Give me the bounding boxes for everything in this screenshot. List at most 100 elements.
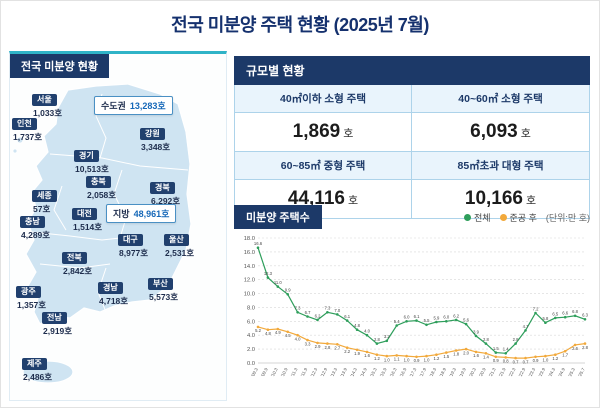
region-chip: 경북 xyxy=(150,182,175,195)
map-region-ulsan: 울산 2,531호 xyxy=(164,234,194,259)
svg-text:5.6: 5.6 xyxy=(463,318,469,323)
size-cell-value: 10,166 호 xyxy=(412,180,589,218)
svg-text:'23.9: '23.9 xyxy=(537,367,546,378)
map-region-gwangju: 광주 1,357호 xyxy=(16,286,46,311)
size-cell-label: 60~85㎡ 중형 주택 xyxy=(235,152,412,180)
svg-text:6.0: 6.0 xyxy=(247,319,255,325)
svg-text:2.9: 2.9 xyxy=(315,344,321,349)
svg-text:'15.3: '15.3 xyxy=(369,367,378,378)
svg-text:14.0: 14.0 xyxy=(244,264,255,270)
legend-item: 전체 xyxy=(463,211,491,224)
svg-text:'09.9: '09.9 xyxy=(260,367,269,378)
svg-text:1.7: 1.7 xyxy=(562,352,568,357)
province-border xyxy=(31,231,121,241)
svg-text:'20.3: '20.3 xyxy=(468,367,477,378)
svg-text:'24.3: '24.3 xyxy=(547,367,556,378)
region-chip: 제주 xyxy=(22,358,47,371)
legend-dot xyxy=(463,213,471,221)
region-chip: 충남 xyxy=(20,216,45,229)
svg-text:'14.9: '14.9 xyxy=(359,367,368,378)
map-region-jeonnam: 전남 2,919호 xyxy=(42,312,72,337)
legend-items: 전체 준공 후 xyxy=(463,211,537,224)
region-value: 10,513호 xyxy=(75,164,109,175)
metro-total-label: 수도권 xyxy=(101,101,126,111)
svg-text:0.7: 0.7 xyxy=(523,359,529,364)
svg-text:0.9: 0.9 xyxy=(414,358,420,363)
size-value-number: 44,116 xyxy=(287,188,345,209)
svg-text:4.0: 4.0 xyxy=(364,329,370,334)
svg-text:'21.9: '21.9 xyxy=(498,367,507,378)
svg-text:2.8: 2.8 xyxy=(324,345,330,350)
svg-text:'15.9: '15.9 xyxy=(379,367,388,378)
svg-text:2.2: 2.2 xyxy=(344,349,350,354)
map-region-seoul: 서울 1,033호 xyxy=(32,94,62,119)
size-cell-value: 6,093 호 xyxy=(412,113,589,152)
svg-text:'14.3: '14.3 xyxy=(349,367,358,378)
svg-text:'23.3: '23.3 xyxy=(528,367,537,378)
svg-text:'20.9: '20.9 xyxy=(478,367,487,378)
svg-text:5.8: 5.8 xyxy=(542,316,548,321)
svg-text:8.0: 8.0 xyxy=(247,305,255,311)
map-region-chungnam: 충남 4,289호 xyxy=(20,216,50,241)
region-chip: 대전 xyxy=(72,208,97,221)
provincial-total-value: 48,961호 xyxy=(133,209,170,219)
svg-text:1.6: 1.6 xyxy=(364,353,370,358)
size-value-unit: 호 xyxy=(526,195,537,207)
svg-text:4.8: 4.8 xyxy=(354,323,360,328)
svg-text:18.0: 18.0 xyxy=(244,236,255,242)
west-island xyxy=(12,148,18,154)
svg-text:'22.3: '22.3 xyxy=(508,367,517,378)
svg-text:'13.9: '13.9 xyxy=(339,367,348,378)
region-value: 2,486호 xyxy=(23,372,53,383)
svg-text:6.5: 6.5 xyxy=(552,311,558,316)
svg-text:3.9: 3.9 xyxy=(473,329,479,334)
svg-text:'16.3: '16.3 xyxy=(389,367,398,378)
region-chip: 대구 xyxy=(118,234,143,247)
region-value: 2,531호 xyxy=(165,248,195,259)
svg-text:0.7: 0.7 xyxy=(513,359,519,364)
metro-total-box: 수도권 13,283호 xyxy=(94,96,173,115)
svg-text:'11.9: '11.9 xyxy=(300,367,309,378)
map-panel-header: 전국 미분양 현황 xyxy=(10,54,109,78)
svg-text:6.2: 6.2 xyxy=(315,313,321,318)
svg-text:0.0: 0.0 xyxy=(247,361,255,367)
region-chip: 광주 xyxy=(16,286,41,299)
map-region-jeju: 제주 2,486호 xyxy=(22,358,52,383)
svg-text:1.2: 1.2 xyxy=(552,356,558,361)
size-panel-header: 규모별 현황 xyxy=(234,56,590,85)
unsold-housing-line-chart: 0.0 2.0 4.0 6.0 8.0 10.0 12.0 14.0 16.0 18.0 '09.3… xyxy=(234,229,590,401)
svg-text:'17.9: '17.9 xyxy=(419,367,428,378)
size-value-number: 10,166 xyxy=(464,188,523,209)
svg-text:1.1: 1.1 xyxy=(394,357,400,362)
svg-text:11.0: 11.0 xyxy=(274,280,283,285)
map-region-daejeon: 대전 1,514호 xyxy=(72,208,102,233)
svg-text:6.0: 6.0 xyxy=(404,315,410,320)
svg-text:'11.3: '11.3 xyxy=(290,367,299,378)
region-value: 1,357호 xyxy=(17,300,47,311)
svg-text:3.2: 3.2 xyxy=(384,334,390,339)
svg-text:'10.9: '10.9 xyxy=(280,367,289,378)
provincial-total-box: 지방 48,961호 xyxy=(106,204,177,223)
svg-text:'17.3: '17.3 xyxy=(409,367,418,378)
map-region-jeonbuk: 전북 2,842호 xyxy=(62,252,92,277)
svg-text:6.8: 6.8 xyxy=(572,309,578,314)
svg-text:2.8: 2.8 xyxy=(374,337,380,342)
region-chip: 전북 xyxy=(62,252,87,265)
region-chip: 서울 xyxy=(32,94,57,107)
svg-text:'25.7: '25.7 xyxy=(577,367,586,378)
svg-text:4.0: 4.0 xyxy=(247,333,255,339)
svg-text:6.7: 6.7 xyxy=(305,310,311,315)
svg-text:'19.9: '19.9 xyxy=(458,367,467,378)
svg-text:2.8: 2.8 xyxy=(513,337,519,342)
region-value: 2,058호 xyxy=(87,190,117,201)
size-value-unit: 호 xyxy=(347,195,359,207)
legend-dot xyxy=(499,213,507,221)
svg-text:4.7: 4.7 xyxy=(523,324,529,329)
region-chip: 경기 xyxy=(74,150,99,163)
svg-text:'16.9: '16.9 xyxy=(399,367,408,378)
provincial-total-label: 지방 xyxy=(113,209,130,219)
svg-text:6.3: 6.3 xyxy=(582,313,588,318)
svg-text:5.4: 5.4 xyxy=(394,319,400,324)
chart-panel: 미분양 주택수 전체 준공 후 (단위:만 호) 0.0 2.0 4.0 6.0 8.0 1… xyxy=(234,205,590,401)
